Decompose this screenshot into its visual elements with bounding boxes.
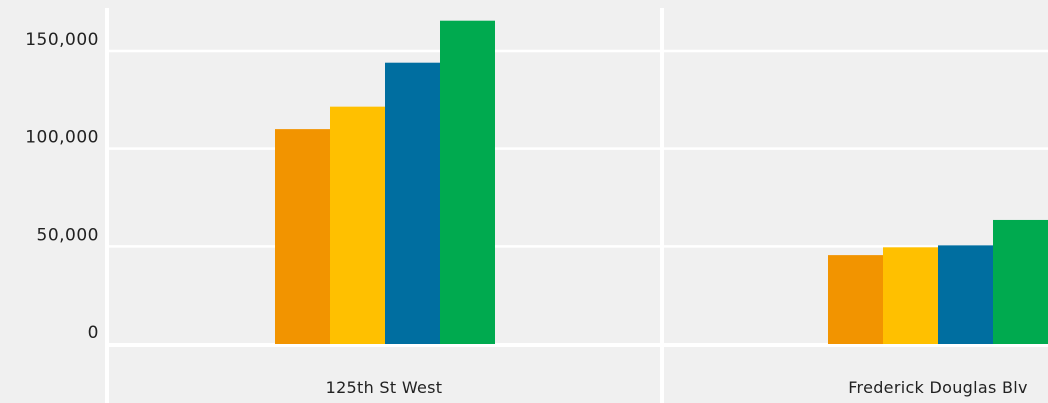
bar (883, 247, 938, 344)
bars (275, 20, 1048, 345)
y-tick-labels: 0 50,000 100,000 150,000 (25, 30, 99, 343)
x-category-labels: 125th St West Frederick Douglas Blv (326, 378, 1028, 397)
bar (938, 245, 993, 344)
bar (440, 20, 495, 345)
x-category-label: 125th St West (326, 378, 443, 397)
bar (828, 255, 883, 344)
x-category-label: Frederick Douglas Blv (848, 378, 1028, 397)
bar (275, 129, 330, 344)
y-tick-label: 150,000 (25, 30, 99, 50)
y-tick-label: 0 (88, 323, 99, 343)
bar (993, 219, 1048, 344)
bar (330, 106, 385, 345)
y-tick-label: 100,000 (25, 128, 99, 148)
grid-lines (107, 49, 1048, 248)
bar (385, 62, 440, 345)
y-tick-label: 50,000 (37, 225, 99, 245)
